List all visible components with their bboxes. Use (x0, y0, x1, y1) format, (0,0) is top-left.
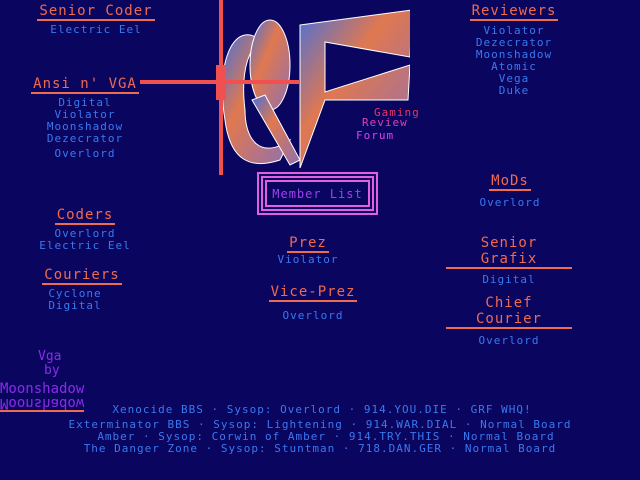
member-name: Electric Eel (39, 239, 131, 252)
group-title: Coders (54, 207, 116, 225)
footer-board-danger-zone: The Danger Zone · Sysop: Stuntman · 718.… (83, 442, 557, 455)
group-title: Senior Coder (37, 3, 155, 21)
member-name: Violator (483, 24, 545, 37)
member-name: Digital (58, 96, 112, 109)
group-title: Couriers (42, 267, 122, 285)
footer-board-amber: Amber · Sysop: Corwin of Amber · 914.TRY… (97, 430, 555, 443)
group-title: Vice-Prez (268, 284, 358, 302)
tagline-forum: Forum (356, 129, 395, 142)
member-name: Digital (482, 273, 536, 286)
member-name: Duke (498, 84, 530, 97)
group-title: MoDs (489, 173, 531, 191)
group-coders: Coders Overlord Electric Eel (30, 204, 140, 252)
group-title: Senior Grafix (446, 235, 572, 269)
member-name: Overlord (282, 309, 344, 322)
grf-logo (140, 0, 410, 175)
group-reviewers: Reviewers Violator Dezecrator Moonshadow… (454, 0, 574, 97)
group-prez: Prez Violator (268, 232, 348, 266)
member-name: Overlord (478, 334, 540, 347)
member-name: Vega (498, 72, 530, 85)
tagline-review: Review (362, 116, 408, 129)
group-vice-prez: Vice-Prez Overlord (266, 281, 360, 322)
member-name: Cyclone (48, 287, 102, 300)
member-name: Moonshadow (475, 48, 553, 61)
member-name: Moonshadow (46, 120, 124, 133)
member-name: Overlord (54, 147, 116, 160)
group-senior-coder: Senior Coder Electric Eel (34, 0, 158, 36)
credit-by: by (44, 363, 60, 378)
logo-letter-f (299, 9, 410, 169)
group-title: Ansi n' VGA (31, 76, 139, 94)
member-name: Overlord (54, 227, 116, 240)
credit-vga: Vga (38, 349, 62, 364)
group-title: Chief Courier (446, 295, 572, 329)
member-name: Violator (277, 253, 339, 266)
footer-board-exterminator: Exterminator BBS · Sysop: Lightening · 9… (68, 418, 572, 431)
group-chief-courier: Chief Courier Overlord (446, 295, 572, 347)
tagline-gaming: Gaming (374, 106, 420, 119)
member-name: Violator (54, 108, 116, 121)
logo-letter-g (221, 34, 292, 165)
logo-g-bowl (249, 19, 291, 111)
credit-artist: Moonshadow (0, 381, 85, 397)
member-name: Dezecrator (475, 36, 553, 49)
group-senior-grafix: Senior Grafix Digital (446, 235, 572, 286)
member-name: Atomic (491, 60, 537, 73)
group-ansi-vga: Ansi n' VGA Digital Violator Moonshadow … (30, 73, 140, 160)
group-title: Prez (287, 235, 329, 253)
member-name: Dezecrator (46, 132, 124, 145)
group-couriers: Couriers Cyclone Digital (24, 264, 140, 312)
member-list-button[interactable]: Member List (257, 172, 378, 215)
footer-board-xenocide: Xenocide BBS · Sysop: Overlord · 914.YOU… (112, 403, 532, 416)
member-name: Electric Eel (50, 23, 142, 36)
group-mods: MoDs Overlord (450, 170, 570, 209)
member-name: Digital (48, 299, 102, 312)
group-title: Reviewers (469, 3, 559, 21)
member-name: Overlord (479, 196, 541, 209)
